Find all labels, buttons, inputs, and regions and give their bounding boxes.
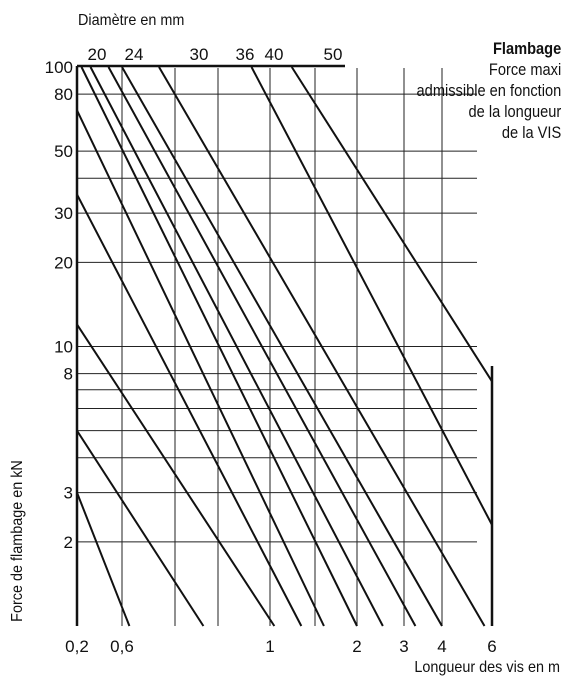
chart-title: Flambage <box>492 39 561 58</box>
series-line-2 <box>77 430 205 627</box>
y-tick-label: 8 <box>64 365 73 384</box>
y-tick-label: 80 <box>54 85 73 104</box>
x-tick-label: 3 <box>399 637 408 656</box>
series-layer <box>77 66 493 627</box>
series-line-10 <box>158 66 486 627</box>
series-line-8 <box>107 66 417 627</box>
diameter-label: 20 <box>88 45 107 64</box>
series-line-3 <box>77 323 276 627</box>
y-tick-label: 30 <box>54 204 73 223</box>
series-line-5 <box>77 109 325 627</box>
chart-subtitle-line-2: admissible en fonction <box>416 81 561 100</box>
diameter-label: 24 <box>125 45 144 64</box>
chart-subtitle-line-1: Force maxi <box>488 60 561 79</box>
y-tick-label: 50 <box>54 142 73 161</box>
chart-subtitle-line-3: de la longueur <box>468 102 561 121</box>
series-line-1 <box>77 492 131 627</box>
x-tick-label: 2 <box>352 637 361 656</box>
series-line-4 <box>77 193 303 627</box>
x-tick-label: 0,2 <box>65 637 89 656</box>
chart-title-block: Flambage Force maxi admissible en foncti… <box>416 38 561 143</box>
series-line-9 <box>121 66 443 627</box>
x-tick-label: 0,6 <box>110 637 134 656</box>
y-tick-label: 100 <box>45 58 73 77</box>
series-line-11 <box>250 66 493 526</box>
grid-layer <box>77 68 477 626</box>
x-axis-label: Longueur des vis en m <box>414 658 560 676</box>
diameter-label: 30 <box>190 45 209 64</box>
diameter-label: 50 <box>324 45 343 64</box>
top-axis-label: Diamètre en mm <box>78 11 184 29</box>
y-tick-label: 3 <box>64 484 73 503</box>
y-axis-label: Force de flambage en kN <box>8 460 26 622</box>
diameter-label: 36 <box>236 45 255 64</box>
diameter-label: 40 <box>265 45 284 64</box>
series-line-12 <box>290 66 493 382</box>
y-tick-label: 10 <box>54 338 73 357</box>
axis-layer <box>75 64 494 626</box>
series-line-6 <box>80 66 358 627</box>
y-tick-label: 2 <box>64 533 73 552</box>
label-layer: Diamètre en mm Longueur des vis en m For… <box>8 11 560 676</box>
series-line-7 <box>89 66 384 627</box>
x-tick-label: 1 <box>265 637 274 656</box>
x-tick-label: 6 <box>487 637 496 656</box>
x-tick-label: 4 <box>437 637 446 656</box>
y-tick-label: 20 <box>54 253 73 272</box>
chart-subtitle-line-4: de la VIS <box>501 123 561 142</box>
